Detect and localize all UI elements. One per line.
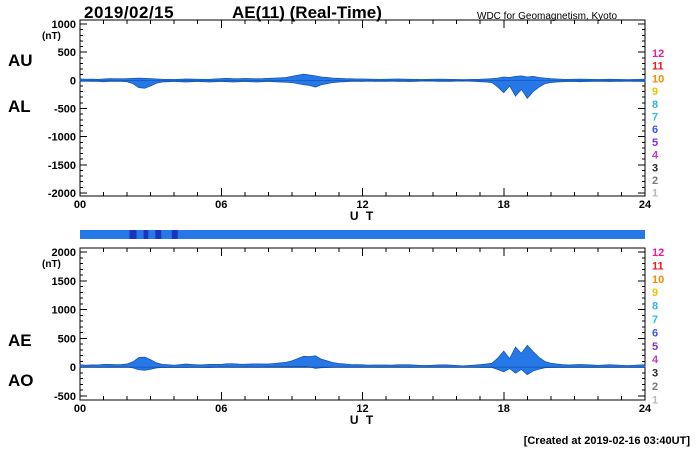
station-count-9: 9 — [652, 287, 658, 299]
x-axis-label-bottom: U T — [349, 413, 376, 427]
station-count-8: 8 — [652, 301, 658, 313]
y-axis-unit-top: (nT) — [42, 31, 61, 42]
station-count-12: 12 — [652, 247, 664, 259]
x-tick-label: 00 — [74, 403, 86, 415]
station-count-9: 9 — [652, 86, 658, 98]
y-tick-label: 1500 — [52, 276, 76, 288]
station-count-1: 1 — [652, 394, 658, 406]
y-tick-label: 0 — [70, 362, 76, 374]
station-count-7: 7 — [652, 112, 658, 124]
x-tick-label: 18 — [498, 199, 510, 211]
y-tick-label: -1000 — [48, 132, 76, 144]
label-ae: AE — [8, 331, 32, 350]
station-count-1: 1 — [652, 188, 658, 200]
series-AU-area — [79, 73, 646, 81]
x-axis-label-top: U T — [349, 209, 376, 223]
station-count-3: 3 — [652, 368, 658, 380]
availability-dark-segment — [171, 230, 178, 239]
station-count-3: 3 — [652, 162, 658, 174]
availability-bar — [80, 230, 645, 239]
axis-frame — [79, 19, 646, 197]
label-al: AL — [8, 97, 31, 116]
axis-frame — [79, 247, 646, 401]
station-count-12: 12 — [652, 48, 664, 60]
y-tick-label: -1500 — [48, 160, 76, 172]
x-tick-label: 06 — [215, 199, 227, 211]
station-count-10: 10 — [652, 274, 664, 286]
station-count-5: 5 — [652, 137, 658, 149]
x-tick-label: 12 — [356, 199, 368, 211]
station-count-5: 5 — [652, 341, 658, 353]
station-count-10: 10 — [652, 73, 664, 85]
station-count-7: 7 — [652, 314, 658, 326]
x-tick-label: 24 — [639, 403, 652, 415]
series-AE-area — [79, 344, 646, 368]
station-count-6: 6 — [652, 124, 658, 136]
availability-dark-segment — [129, 230, 137, 239]
x-tick-label: 24 — [639, 199, 652, 211]
availability-dark-segment — [155, 230, 162, 239]
series-AL-area — [79, 79, 646, 99]
station-count-4: 4 — [652, 354, 659, 366]
x-tick-label: 06 — [215, 403, 227, 415]
y-tick-label: 1000 — [52, 19, 76, 31]
station-count-6: 6 — [652, 327, 658, 339]
credit-text: WDC for Geomagnetism, Kyoto — [477, 11, 618, 22]
station-count-8: 8 — [652, 99, 658, 111]
station-count-11: 11 — [652, 61, 664, 73]
y-tick-label: -500 — [54, 391, 76, 403]
y-tick-label: 0 — [70, 75, 76, 87]
x-tick-label: 12 — [356, 403, 368, 415]
y-tick-label: -2000 — [48, 188, 76, 200]
y-tick-label: 500 — [58, 47, 76, 59]
plot-date: 2019/02/15 — [84, 3, 175, 22]
series-AO-area — [79, 365, 646, 376]
x-tick-label: 00 — [74, 199, 86, 211]
station-count-2: 2 — [652, 175, 658, 187]
y-tick-label: 2000 — [52, 247, 76, 259]
y-tick-label: -500 — [54, 104, 76, 116]
x-tick-label: 18 — [498, 403, 510, 415]
y-axis-unit-bottom: (nT) — [42, 259, 61, 270]
station-count-11: 11 — [652, 260, 664, 272]
station-count-2: 2 — [652, 381, 658, 393]
plot-title: AE(11) (Real-Time) — [232, 3, 382, 22]
created-at-text: [Created at 2019-02-16 03:40UT] — [523, 435, 690, 447]
y-tick-label: 500 — [58, 333, 76, 345]
y-tick-label: 1000 — [52, 305, 76, 317]
availability-dark-segment — [143, 230, 149, 239]
label-au: AU — [8, 51, 33, 70]
station-count-4: 4 — [652, 150, 659, 162]
label-ao: AO — [8, 371, 34, 390]
